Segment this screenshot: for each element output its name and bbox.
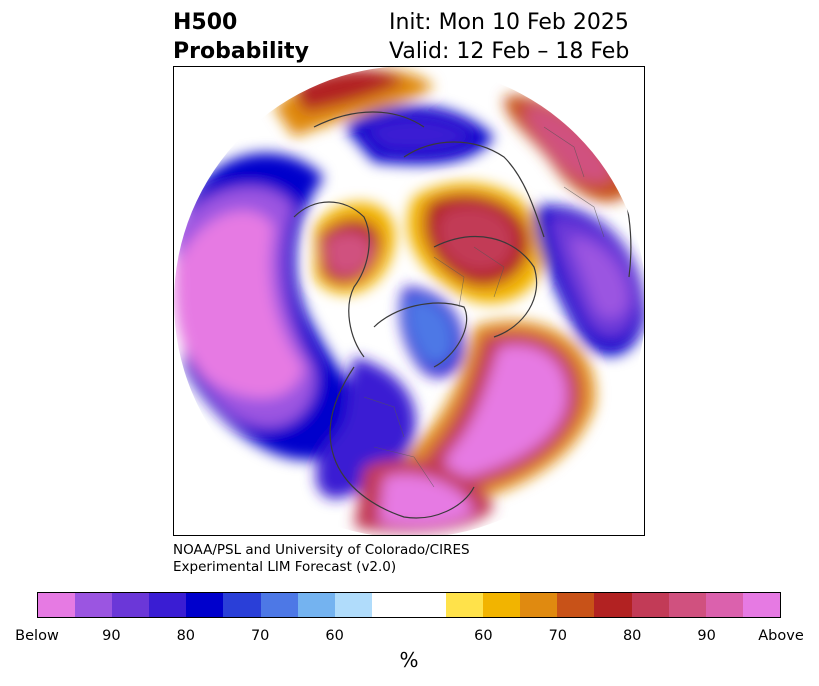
colorbar bbox=[37, 592, 781, 618]
colorbar-swatch bbox=[631, 593, 669, 617]
colorbar-tick-label: 90 bbox=[102, 628, 121, 644]
colorbar-tick-label: 60 bbox=[474, 628, 493, 644]
title-quantity: Probability bbox=[173, 39, 309, 64]
colorbar-swatch bbox=[186, 593, 224, 617]
valid-range: Valid: 12 Feb – 18 Feb bbox=[389, 39, 630, 64]
credit-line-1: NOAA/PSL and University of Colorado/CIRE… bbox=[173, 542, 470, 558]
colorbar-swatch bbox=[334, 593, 372, 617]
colorbar-unit: % bbox=[399, 648, 419, 672]
colorbar-tick-label: 70 bbox=[250, 628, 270, 644]
colorbar-swatch bbox=[705, 593, 743, 617]
colorbar-swatch bbox=[520, 593, 558, 617]
colorbar-swatch bbox=[742, 593, 780, 617]
colorbar-tick-label: 80 bbox=[176, 628, 196, 644]
colorbar-swatch bbox=[594, 593, 632, 617]
colorbar-swatch bbox=[112, 593, 150, 617]
forecast-dates: Init: Mon 10 Feb 2025 Valid: 12 Feb – 18… bbox=[389, 8, 629, 66]
probability-map bbox=[173, 66, 645, 536]
colorbar-swatch bbox=[223, 593, 261, 617]
init-date: Init: Mon 10 Feb 2025 bbox=[389, 10, 629, 35]
colorbar-swatch bbox=[668, 593, 706, 617]
colorbar-swatch bbox=[557, 593, 595, 617]
colorbar-swatch bbox=[483, 593, 521, 617]
colorbar-tick-label: Below bbox=[15, 628, 59, 644]
colorbar-tick-label: 80 bbox=[622, 628, 642, 644]
forecast-field bbox=[174, 67, 644, 535]
polar-map-svg bbox=[174, 67, 644, 535]
colorbar-swatch bbox=[371, 593, 409, 617]
colorbar-swatch bbox=[149, 593, 187, 617]
colorbar-swatch bbox=[75, 593, 113, 617]
colorbar-swatch bbox=[297, 593, 335, 617]
colorbar-tick-label: 70 bbox=[548, 628, 568, 644]
colorbar-tick-label: 90 bbox=[697, 628, 716, 644]
colorbar-tick-label: Above bbox=[758, 628, 804, 644]
colorbar-swatch bbox=[408, 593, 447, 617]
credit-line-2: Experimental LIM Forecast (v2.0) bbox=[173, 559, 397, 575]
colorbar-swatch bbox=[38, 593, 76, 617]
map-title: H500 Probability bbox=[173, 8, 309, 66]
colorbar-swatch bbox=[260, 593, 298, 617]
title-variable: H500 bbox=[173, 10, 238, 35]
borders bbox=[363, 126, 605, 488]
colorbar-swatch bbox=[446, 593, 484, 617]
credit-text: NOAA/PSL and University of Colorado/CIRE… bbox=[173, 542, 470, 576]
colorbar-tick-label: 60 bbox=[325, 628, 344, 644]
